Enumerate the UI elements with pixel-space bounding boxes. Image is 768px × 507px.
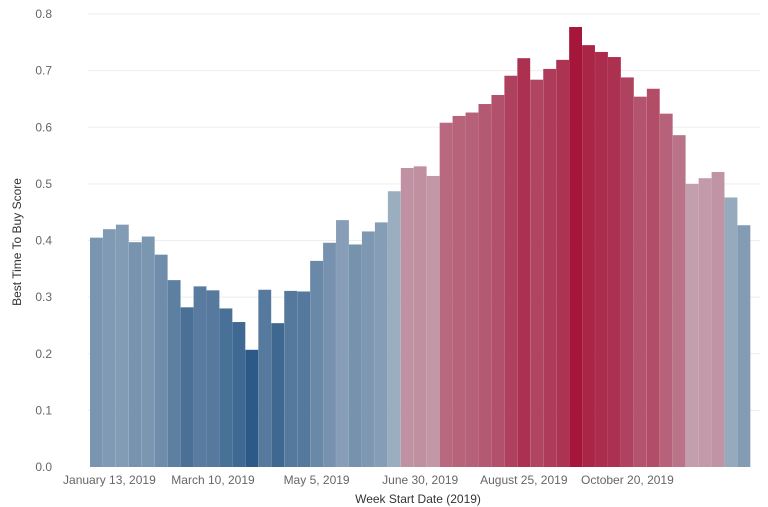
y-axis-title: Best Time To Buy Score xyxy=(10,178,24,306)
y-tick-label: 0.6 xyxy=(35,120,52,134)
y-tick-label: 0.7 xyxy=(35,64,52,78)
bar[interactable]: Apr 28: 0.31 xyxy=(297,291,311,467)
y-tick-label: 0.3 xyxy=(35,290,52,304)
x-axis-title: Week Start Date (2019) xyxy=(355,492,481,506)
bar[interactable]: Mar 17: 0.28 xyxy=(219,308,233,467)
bar[interactable]: Apr 21: 0.311 xyxy=(284,290,298,467)
bar[interactable]: May 19: 0.436 xyxy=(336,220,349,467)
bar[interactable]: Jul 28: 0.626 xyxy=(465,112,479,467)
bar[interactable]: Jan 27: 0.397 xyxy=(128,242,142,467)
bar[interactable]: May 26: 0.393 xyxy=(349,244,362,467)
bar[interactable]: Sep 22: 0.777 xyxy=(569,27,582,468)
x-tick-label: October 20, 2019 xyxy=(581,473,674,487)
bar[interactable]: Aug 4: 0.641 xyxy=(478,104,492,467)
bar[interactable]: Feb 17: 0.33 xyxy=(167,280,181,467)
bar[interactable]: Mar 10: 0.312 xyxy=(206,290,220,467)
y-tick-label: 0.5 xyxy=(35,177,52,191)
bar[interactable]: Mar 31: 0.207 xyxy=(245,349,259,467)
bar[interactable]: Feb 10: 0.375 xyxy=(154,254,168,467)
bar[interactable]: Oct 20: 0.688 xyxy=(620,77,634,468)
bar[interactable]: Mar 24: 0.256 xyxy=(232,322,246,467)
bar[interactable]: Sep 8: 0.703 xyxy=(543,68,557,468)
bar[interactable]: Jun 23: 0.528 xyxy=(400,168,414,467)
bar[interactable]: Sep 1: 0.684 xyxy=(530,79,544,467)
x-tick-label: March 10, 2019 xyxy=(171,473,255,487)
bar[interactable]: Jun 2: 0.416 xyxy=(361,231,375,467)
bar[interactable]: Apr 14: 0.254 xyxy=(271,323,285,467)
bar[interactable]: Oct 27: 0.654 xyxy=(633,96,647,468)
bar[interactable]: Dec 22: 0.427 xyxy=(737,225,751,467)
bar[interactable]: May 12: 0.396 xyxy=(323,242,336,467)
bar[interactable]: Nov 3: 0.668 xyxy=(646,88,660,467)
bar[interactable]: Sep 15: 0.719 xyxy=(556,59,570,468)
bar[interactable]: Sep 29: 0.745 xyxy=(582,45,595,467)
bar[interactable]: Feb 3: 0.407 xyxy=(141,236,155,467)
bar[interactable]: Jun 16: 0.487 xyxy=(387,191,401,468)
bar[interactable]: Aug 11: 0.657 xyxy=(491,94,505,467)
y-tick-label: 0.4 xyxy=(35,234,52,248)
bar[interactable]: Jun 9: 0.432 xyxy=(374,222,388,467)
bars: Jan 6: 0.405Jan 13: 0.42Jan 20: 0.428Jan… xyxy=(90,27,751,468)
bar[interactable]: Jul 7: 0.514 xyxy=(426,175,440,467)
bar[interactable]: Jul 21: 0.62 xyxy=(452,115,466,468)
bar[interactable]: Oct 6: 0.733 xyxy=(595,51,608,467)
bar[interactable]: Nov 10: 0.624 xyxy=(659,113,673,467)
bar[interactable]: Feb 24: 0.282 xyxy=(180,307,194,467)
bar[interactable]: Jul 14: 0.608 xyxy=(439,122,453,467)
bar[interactable]: Oct 13: 0.724 xyxy=(608,57,621,467)
x-tick-label: January 13, 2019 xyxy=(63,473,156,487)
x-tick-label: June 30, 2019 xyxy=(382,473,458,487)
bar[interactable]: Mar 3: 0.319 xyxy=(193,286,207,467)
y-tick-label: 0.1 xyxy=(35,403,52,417)
y-axis-ticks: 0.0 0.1 0.2 0.3 0.4 0.5 0.6 0.7 0.8 xyxy=(35,7,52,474)
y-tick-label: 0.2 xyxy=(35,347,52,361)
x-tick-label: May 5, 2019 xyxy=(284,473,350,487)
bar[interactable]: Dec 1: 0.51 xyxy=(698,178,712,467)
bar[interactable]: Aug 18: 0.691 xyxy=(504,75,518,467)
y-tick-label: 0.0 xyxy=(35,460,52,474)
bar[interactable]: Dec 8: 0.521 xyxy=(711,171,725,468)
bar[interactable]: Dec 15: 0.476 xyxy=(724,197,738,467)
bar[interactable]: Jan 6: 0.405 xyxy=(90,237,103,467)
bar[interactable]: Jun 30: 0.531 xyxy=(413,166,427,467)
bar[interactable]: Aug 25: 0.722 xyxy=(517,58,531,468)
bar[interactable]: Jan 20: 0.428 xyxy=(115,224,129,467)
x-tick-label: August 25, 2019 xyxy=(480,473,568,487)
x-axis-ticks: January 13, 2019 March 10, 2019 May 5, 201… xyxy=(63,473,674,487)
bar[interactable]: Apr 7: 0.313 xyxy=(258,289,272,467)
bar[interactable]: Nov 17: 0.586 xyxy=(672,135,686,467)
bar[interactable]: Nov 24: 0.5 xyxy=(685,183,699,468)
y-tick-label: 0.8 xyxy=(35,7,52,21)
bar[interactable]: Jan 13: 0.42 xyxy=(102,229,116,467)
bar[interactable]: May 5: 0.364 xyxy=(310,260,323,467)
